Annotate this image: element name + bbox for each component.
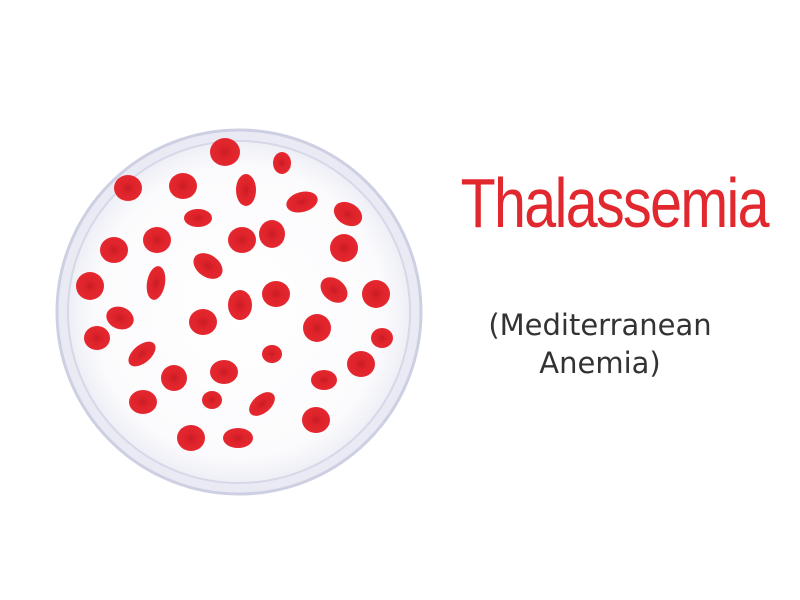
red-blood-cell xyxy=(189,309,217,335)
red-blood-cell xyxy=(143,227,171,253)
red-blood-cell xyxy=(100,237,128,263)
red-blood-cell xyxy=(249,392,275,416)
red-blood-cell xyxy=(106,306,134,330)
red-blood-cell xyxy=(320,277,348,303)
subtitle-line-2: Anemia) xyxy=(539,346,661,380)
red-blood-cell xyxy=(128,341,156,367)
red-blood-cell xyxy=(362,280,390,308)
red-blood-cell xyxy=(262,281,290,307)
red-blood-cell xyxy=(114,175,142,201)
red-blood-cell xyxy=(202,391,222,409)
red-blood-cell xyxy=(228,290,252,320)
subtitle-line-1: (Mediterranean xyxy=(488,308,712,342)
red-blood-cells xyxy=(76,138,393,451)
red-blood-cell xyxy=(236,174,256,206)
red-blood-cell xyxy=(333,201,363,227)
red-blood-cell xyxy=(259,220,285,248)
red-blood-cell xyxy=(76,272,104,300)
red-blood-cell xyxy=(273,152,291,174)
red-blood-cell xyxy=(184,209,212,227)
red-blood-cell xyxy=(210,138,240,166)
red-blood-cell xyxy=(286,191,318,213)
page-title: Thalassemia xyxy=(460,164,770,242)
red-blood-cell xyxy=(84,326,110,350)
red-blood-cell xyxy=(177,425,205,451)
red-blood-cell xyxy=(347,351,375,377)
red-blood-cell xyxy=(228,227,256,253)
red-blood-cell xyxy=(303,314,331,342)
red-blood-cell xyxy=(193,253,223,279)
red-blood-cell xyxy=(311,370,337,390)
red-blood-cell xyxy=(302,407,330,433)
red-blood-cell xyxy=(146,266,166,300)
red-blood-cell xyxy=(169,173,197,199)
red-blood-cell xyxy=(330,234,358,262)
red-blood-cell xyxy=(371,328,393,348)
subtitle: (Mediterranean Anemia) xyxy=(450,306,750,382)
red-blood-cell xyxy=(223,428,253,448)
red-blood-cell xyxy=(161,365,187,391)
red-blood-cell xyxy=(262,345,282,363)
red-blood-cell xyxy=(129,390,157,414)
red-blood-cell xyxy=(210,360,238,384)
